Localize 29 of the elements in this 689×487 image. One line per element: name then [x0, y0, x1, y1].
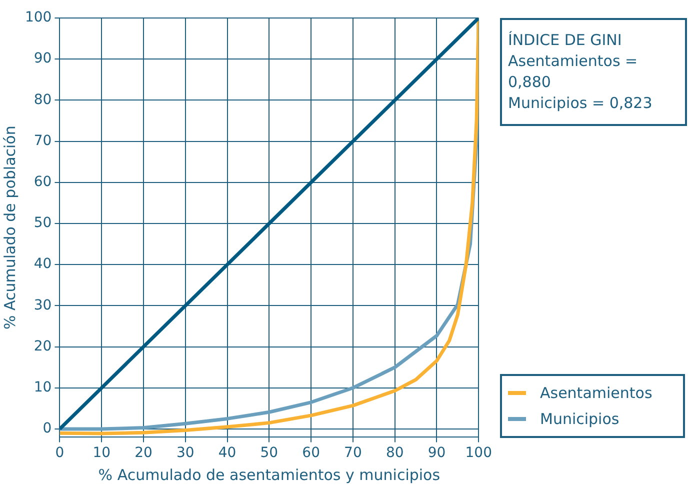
x-tick-label: 70 — [344, 445, 362, 462]
x-tick-label: 80 — [386, 445, 404, 462]
x-axis-title: % Acumulado de asentamientos y municipios — [98, 466, 440, 484]
x-tick-label: 10 — [92, 445, 111, 462]
x-tick-label: 0 — [55, 445, 64, 462]
y-tick-label: 80 — [34, 92, 52, 108]
text: ÍNDICE DE GINI — [508, 30, 623, 51]
y-tick-label: 0 — [42, 420, 52, 437]
y-tick-label: 50 — [34, 215, 52, 232]
y-tick-label: 40 — [34, 256, 52, 272]
y-tick-label: 10 — [34, 380, 52, 396]
y-tick-label: 30 — [34, 297, 52, 314]
y-tick-label: 100 — [24, 10, 52, 26]
y-axis-title: % Acumulado de población — [0, 126, 19, 330]
x-tick-label: 60 — [302, 445, 320, 462]
x-tick-label: 20 — [134, 445, 152, 462]
text: Municipios = 0,823 — [508, 93, 654, 114]
legend-label: Asentamientos — [540, 384, 652, 402]
y-tick-label: 60 — [34, 174, 52, 190]
x-tick-label: 30 — [176, 445, 194, 462]
x-tick-label: 40 — [218, 445, 236, 462]
y-tick-label: 90 — [34, 50, 52, 67]
x-tick-label: 90 — [428, 445, 446, 462]
text: Asentamientos = 0,880 — [508, 51, 639, 93]
legend-label: Municipios — [540, 410, 620, 428]
x-tick-label: 50 — [260, 445, 278, 462]
x-tick-label: 100 — [465, 445, 492, 462]
y-tick-label: 70 — [34, 132, 52, 149]
y-tick-label: 20 — [34, 338, 52, 354]
